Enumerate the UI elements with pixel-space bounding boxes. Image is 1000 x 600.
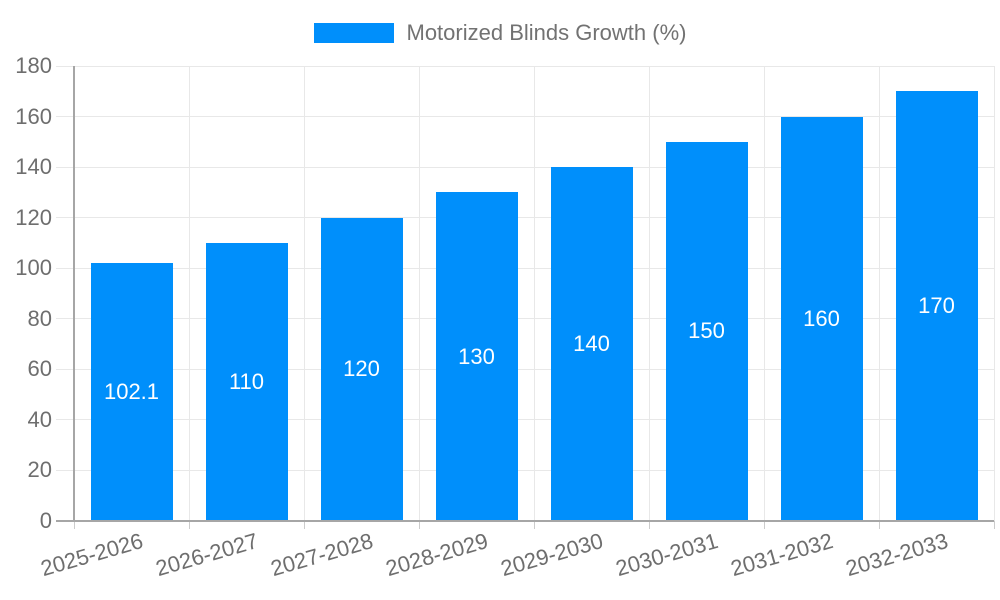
y-axis-tick-label: 100 bbox=[15, 255, 52, 281]
x-axis-tick bbox=[648, 521, 650, 529]
x-axis-tick-label: 2027-2028 bbox=[268, 528, 377, 582]
gridline-horizontal bbox=[56, 469, 994, 471]
gridline-vertical bbox=[763, 66, 765, 521]
gridline-vertical bbox=[878, 66, 880, 521]
x-axis-tick bbox=[418, 521, 420, 529]
y-axis-tick-label: 180 bbox=[15, 53, 52, 78]
bar[interactable] bbox=[895, 91, 978, 521]
x-axis-tick bbox=[188, 521, 190, 529]
x-axis-tick bbox=[533, 521, 535, 529]
x-axis-tick bbox=[878, 521, 880, 529]
gridline-horizontal bbox=[56, 368, 994, 370]
bar[interactable] bbox=[550, 167, 633, 521]
bar[interactable] bbox=[205, 242, 288, 521]
gridline-horizontal bbox=[56, 65, 994, 67]
y-axis-tick-label: 40 bbox=[27, 406, 52, 432]
y-axis-tick-label: 60 bbox=[27, 356, 52, 382]
chart-legend[interactable]: Motorized Blinds Growth (%) bbox=[0, 21, 1000, 45]
x-axis-tick-label: 2025-2026 bbox=[38, 528, 147, 582]
legend-swatch bbox=[313, 23, 394, 43]
bar[interactable] bbox=[435, 192, 518, 521]
y-axis-tick-label: 20 bbox=[27, 457, 52, 483]
x-axis-tick-label: 2030-2031 bbox=[613, 528, 722, 582]
gridline-horizontal bbox=[56, 166, 994, 168]
x-axis-line bbox=[56, 520, 994, 522]
x-axis-tick bbox=[303, 521, 305, 529]
x-axis-tick-label: 2029-2030 bbox=[498, 528, 607, 582]
bar[interactable] bbox=[90, 262, 173, 521]
x-axis-tick-label: 2031-2032 bbox=[728, 528, 837, 582]
gridline-horizontal bbox=[56, 318, 994, 320]
gridline-horizontal bbox=[56, 419, 994, 421]
y-axis-tick-label: 160 bbox=[15, 103, 52, 129]
y-axis-tick-label: 80 bbox=[27, 305, 52, 331]
gridline-horizontal bbox=[56, 116, 994, 118]
gridline-vertical bbox=[188, 66, 190, 521]
x-axis-tick-label: 2032-2033 bbox=[843, 528, 952, 582]
bar[interactable] bbox=[665, 141, 748, 521]
y-axis-tick-label: 120 bbox=[15, 204, 52, 230]
x-axis-tick-label: 2028-2029 bbox=[383, 528, 492, 582]
legend-label: Motorized Blinds Growth (%) bbox=[406, 20, 687, 45]
gridline-horizontal bbox=[56, 267, 994, 269]
y-axis-tick-label: 140 bbox=[15, 154, 52, 180]
x-axis-tick bbox=[763, 521, 765, 529]
gridline-vertical bbox=[648, 66, 650, 521]
gridline-vertical bbox=[418, 66, 420, 521]
x-axis-tick-label: 2026-2027 bbox=[153, 528, 262, 582]
x-axis-tick bbox=[993, 521, 995, 529]
gridline-horizontal bbox=[56, 217, 994, 219]
bar[interactable] bbox=[320, 217, 403, 521]
gridline-vertical bbox=[993, 66, 995, 521]
gridline-vertical bbox=[303, 66, 305, 521]
y-axis-tick-label: 0 bbox=[39, 508, 52, 533]
gridline-vertical bbox=[533, 66, 535, 521]
y-axis-line bbox=[73, 66, 75, 521]
bar[interactable] bbox=[780, 116, 863, 521]
x-axis-tick bbox=[73, 521, 75, 529]
